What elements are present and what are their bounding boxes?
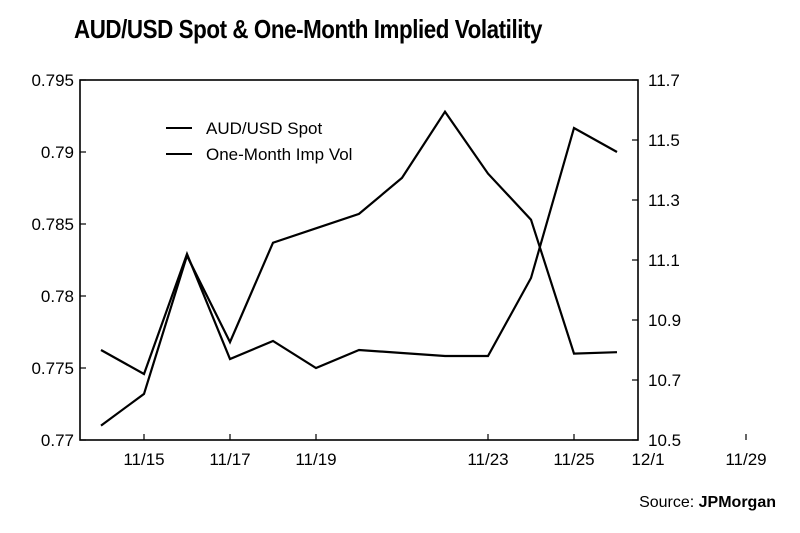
chart-title: AUD/USD Spot & One-Month Implied Volatil… [74,14,543,44]
legend: AUD/USD Spot One-Month Imp Vol [166,119,352,164]
legend-label: One-Month Imp Vol [206,145,352,164]
x-tick-label: 11/19 [295,450,336,469]
right-tick-label: 10.7 [648,371,681,390]
plot-frame-layer [79,79,639,441]
left-tick-label: 0.775 [31,359,74,378]
series-line-aud-usd-spot [100,109,618,427]
x-tick-label: 11/15 [123,450,164,469]
left-tick-label: 0.79 [41,143,74,162]
source-name: JPMorgan [698,494,776,511]
source-label: Source: [639,494,695,511]
right-tick-label: 11.3 [648,191,680,210]
source-note: Source: JPMorgan [639,494,776,512]
x-tick-label: 11/17 [209,450,250,469]
series-line-one-month-imp-vol [100,126,618,376]
x-tick-label: 11/23 [467,450,508,469]
right-tick-label: 11.5 [648,131,680,150]
right-axis-ticks: 10.5 10.7 10.9 11.1 11.3 11.5 11.7 [632,71,681,450]
left-axis-ticks: 0.77 0.775 0.78 0.785 0.79 0.795 [31,71,86,450]
right-tick-label: 10.5 [648,431,681,450]
series-layer [100,109,618,427]
right-tick-label: 10.9 [648,311,681,330]
right-tick-label: 11.1 [648,251,680,270]
x-tick-label: 11/25 [553,450,594,469]
left-tick-label: 0.785 [31,215,74,234]
legend-label: AUD/USD Spot [206,119,322,138]
left-tick-label: 0.795 [31,71,74,90]
left-tick-label: 0.77 [41,431,74,450]
x-tick-label: 12/1 [631,450,664,469]
plot-frame [79,79,639,441]
right-tick-label: 11.7 [648,71,680,90]
left-tick-label: 0.78 [41,287,74,306]
x-tick-label: 11/29 [725,450,766,469]
x-axis-ticks: 11/15 11/17 11/19 11/23 11/25 11/29 12/1 [123,434,767,469]
